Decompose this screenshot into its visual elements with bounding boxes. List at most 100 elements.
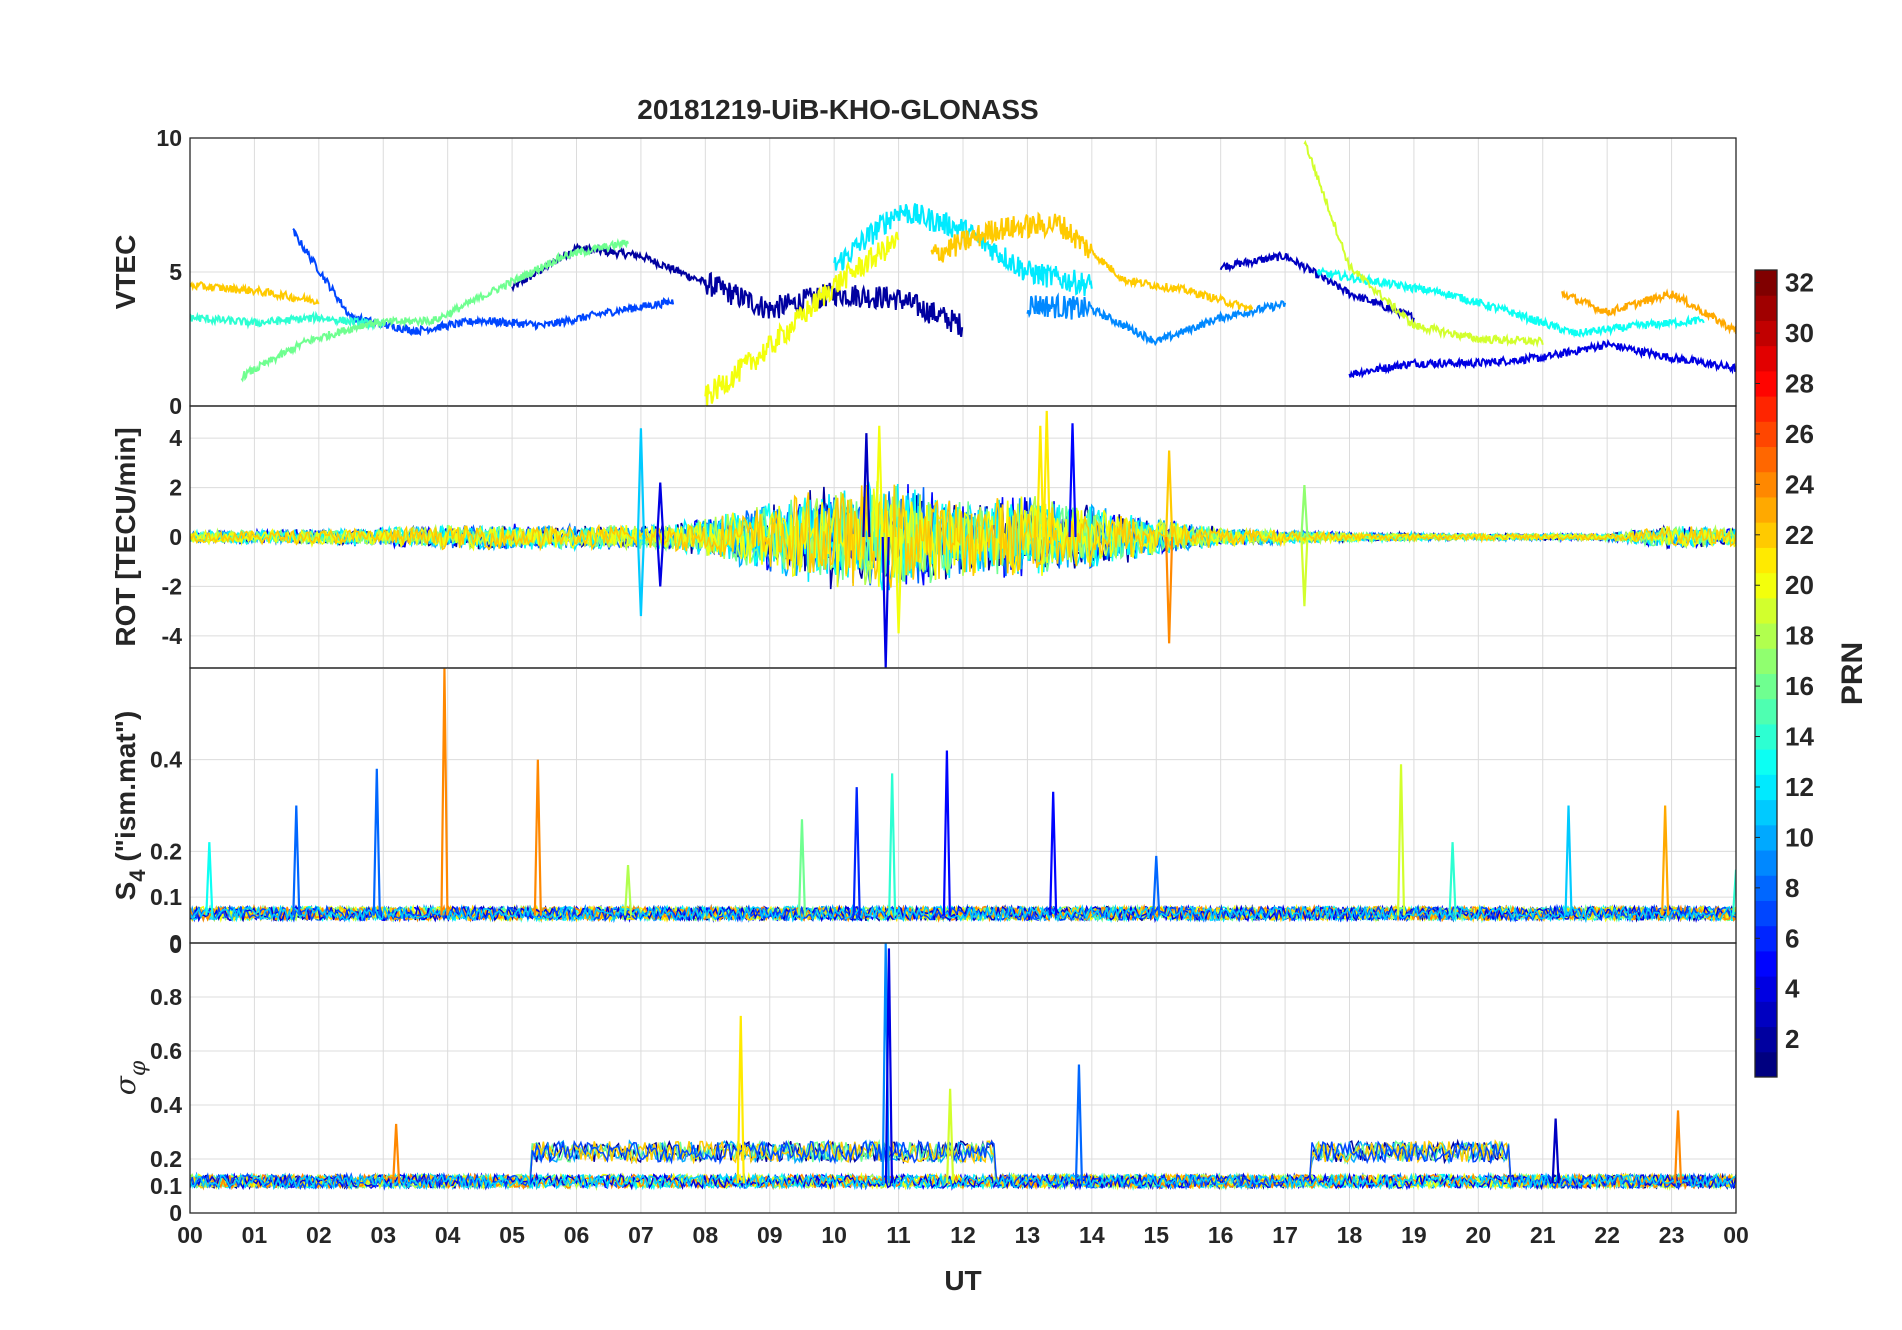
spike-mark bbox=[1165, 450, 1174, 538]
y-axis-label: VTEC bbox=[110, 235, 141, 310]
spike-mark bbox=[881, 536, 890, 668]
colorbar-tick-label: 28 bbox=[1785, 368, 1814, 398]
spike-mark bbox=[1152, 855, 1161, 916]
colorbar-segment bbox=[1755, 522, 1777, 548]
spike-mark bbox=[797, 819, 807, 916]
colorbar-segment bbox=[1755, 749, 1777, 775]
series-line bbox=[190, 904, 1736, 923]
spike-mark bbox=[862, 433, 871, 538]
y-tick-label: 2 bbox=[169, 475, 182, 501]
colorbar-tick-label: 20 bbox=[1785, 570, 1814, 600]
x-tick-label: 04 bbox=[435, 1222, 461, 1248]
x-tick-label: 03 bbox=[370, 1222, 396, 1248]
spike-mark bbox=[875, 425, 884, 538]
colorbar-segment bbox=[1755, 774, 1777, 801]
spike-mark bbox=[1074, 1064, 1084, 1184]
x-tick-label: 16 bbox=[1208, 1222, 1234, 1248]
spike-mark bbox=[1448, 842, 1457, 916]
plot-area-s4 bbox=[190, 668, 1736, 924]
series-line bbox=[1303, 139, 1544, 348]
colorbar-segment bbox=[1755, 850, 1777, 876]
series-line bbox=[190, 1172, 1736, 1191]
x-tick-label: 17 bbox=[1272, 1222, 1298, 1248]
spike-mark bbox=[205, 842, 214, 916]
y-tick-label: 5 bbox=[169, 259, 182, 285]
spike-mark bbox=[1661, 805, 1670, 916]
colorbar-segment bbox=[1755, 496, 1777, 523]
spike-mark bbox=[946, 1088, 955, 1184]
colorbar-segment bbox=[1755, 270, 1777, 296]
colorbar-tick-label: 22 bbox=[1785, 520, 1814, 550]
colorbar-segment bbox=[1755, 1001, 1777, 1028]
y-axis-label: S4 ("ism.mat") bbox=[110, 711, 150, 901]
spike-mark bbox=[1551, 1118, 1560, 1184]
y-tick-label: 0.1 bbox=[150, 1173, 182, 1199]
x-axis-label: UT bbox=[944, 1265, 981, 1296]
colorbar-tick-label: 12 bbox=[1785, 772, 1814, 802]
y-tick-label: 10 bbox=[156, 125, 182, 151]
chart-title: 20181219-UiB-KHO-GLONASS bbox=[637, 94, 1038, 125]
y-tick-label: 0.4 bbox=[150, 1092, 182, 1118]
spike-mark bbox=[533, 759, 542, 916]
colorbar-segment bbox=[1755, 1026, 1777, 1053]
series-line bbox=[1561, 288, 1736, 335]
panel-s4: 0 0.1 0.2 0.4S4 ("ism.mat") bbox=[110, 667, 1737, 956]
colorbar-segment bbox=[1755, 976, 1777, 1002]
spike-mark bbox=[1396, 764, 1406, 916]
series-line bbox=[190, 484, 1736, 588]
x-tick-label: 22 bbox=[1594, 1222, 1620, 1248]
colorbar-tick-label: 32 bbox=[1785, 268, 1814, 298]
y-tick-label: -4 bbox=[162, 623, 183, 649]
spike-mark bbox=[372, 768, 381, 916]
series-line bbox=[833, 203, 1093, 296]
colorbar-tick-label: 6 bbox=[1785, 923, 1799, 953]
spike-mark bbox=[852, 787, 861, 916]
spike-mark bbox=[392, 1123, 401, 1184]
x-tick-label: 19 bbox=[1401, 1222, 1427, 1248]
y-tick-label: 0 bbox=[169, 930, 182, 956]
y-tick-label: 0.4 bbox=[150, 747, 182, 773]
x-tick-label: 00 bbox=[1723, 1222, 1749, 1248]
colorbar-segment bbox=[1755, 471, 1777, 498]
series-line bbox=[1026, 292, 1287, 347]
spike-mark bbox=[1068, 423, 1077, 538]
x-tick-label: 13 bbox=[1015, 1222, 1041, 1248]
plot-area-vtec bbox=[190, 139, 1736, 406]
colorbar-segment bbox=[1755, 925, 1777, 952]
colorbar-segment bbox=[1755, 698, 1777, 725]
colorbar-segment bbox=[1755, 421, 1777, 448]
colorbar-label: PRN bbox=[1836, 642, 1869, 705]
x-tick-label: 18 bbox=[1337, 1222, 1363, 1248]
colorbar-tick-label: 26 bbox=[1785, 419, 1814, 449]
series-line bbox=[240, 238, 629, 383]
y-tick-label: 0.2 bbox=[150, 838, 182, 864]
spike-mark bbox=[888, 773, 897, 916]
colorbar-tick-label: 18 bbox=[1785, 621, 1814, 651]
colorbar-tick-label: 30 bbox=[1785, 318, 1814, 348]
x-tick-label: 08 bbox=[693, 1222, 719, 1248]
colorbar-segment bbox=[1755, 446, 1777, 473]
x-axis: 00 01 02 03 04 05 06 07 08 09 10 11 12 13 14 15 16 17 18 19… bbox=[177, 1222, 1749, 1248]
colorbar-segment bbox=[1755, 547, 1777, 574]
series-line bbox=[1348, 338, 1736, 379]
colorbar-segment bbox=[1755, 623, 1777, 649]
colorbar-segment bbox=[1755, 824, 1777, 851]
x-tick-label: 14 bbox=[1079, 1222, 1105, 1248]
colorbar-tick-label: 8 bbox=[1785, 873, 1799, 903]
panel-frame bbox=[189, 942, 1737, 1214]
x-tick-label: 20 bbox=[1466, 1222, 1492, 1248]
x-tick-label: 01 bbox=[242, 1222, 268, 1248]
y-tick-label: 0 bbox=[169, 1200, 182, 1226]
x-tick-label: 05 bbox=[499, 1222, 525, 1248]
spike-mark bbox=[636, 536, 646, 617]
series-line bbox=[704, 231, 900, 406]
spike-mark bbox=[1564, 805, 1573, 916]
spike-mark bbox=[736, 1015, 745, 1184]
colorbar-segment bbox=[1755, 875, 1777, 901]
x-tick-label: 00 bbox=[177, 1222, 203, 1248]
y-tick-label: 0.6 bbox=[150, 1038, 182, 1064]
colorbar-segment bbox=[1755, 950, 1777, 977]
spike-mark bbox=[1731, 869, 1736, 916]
colorbar-segment bbox=[1755, 295, 1777, 321]
